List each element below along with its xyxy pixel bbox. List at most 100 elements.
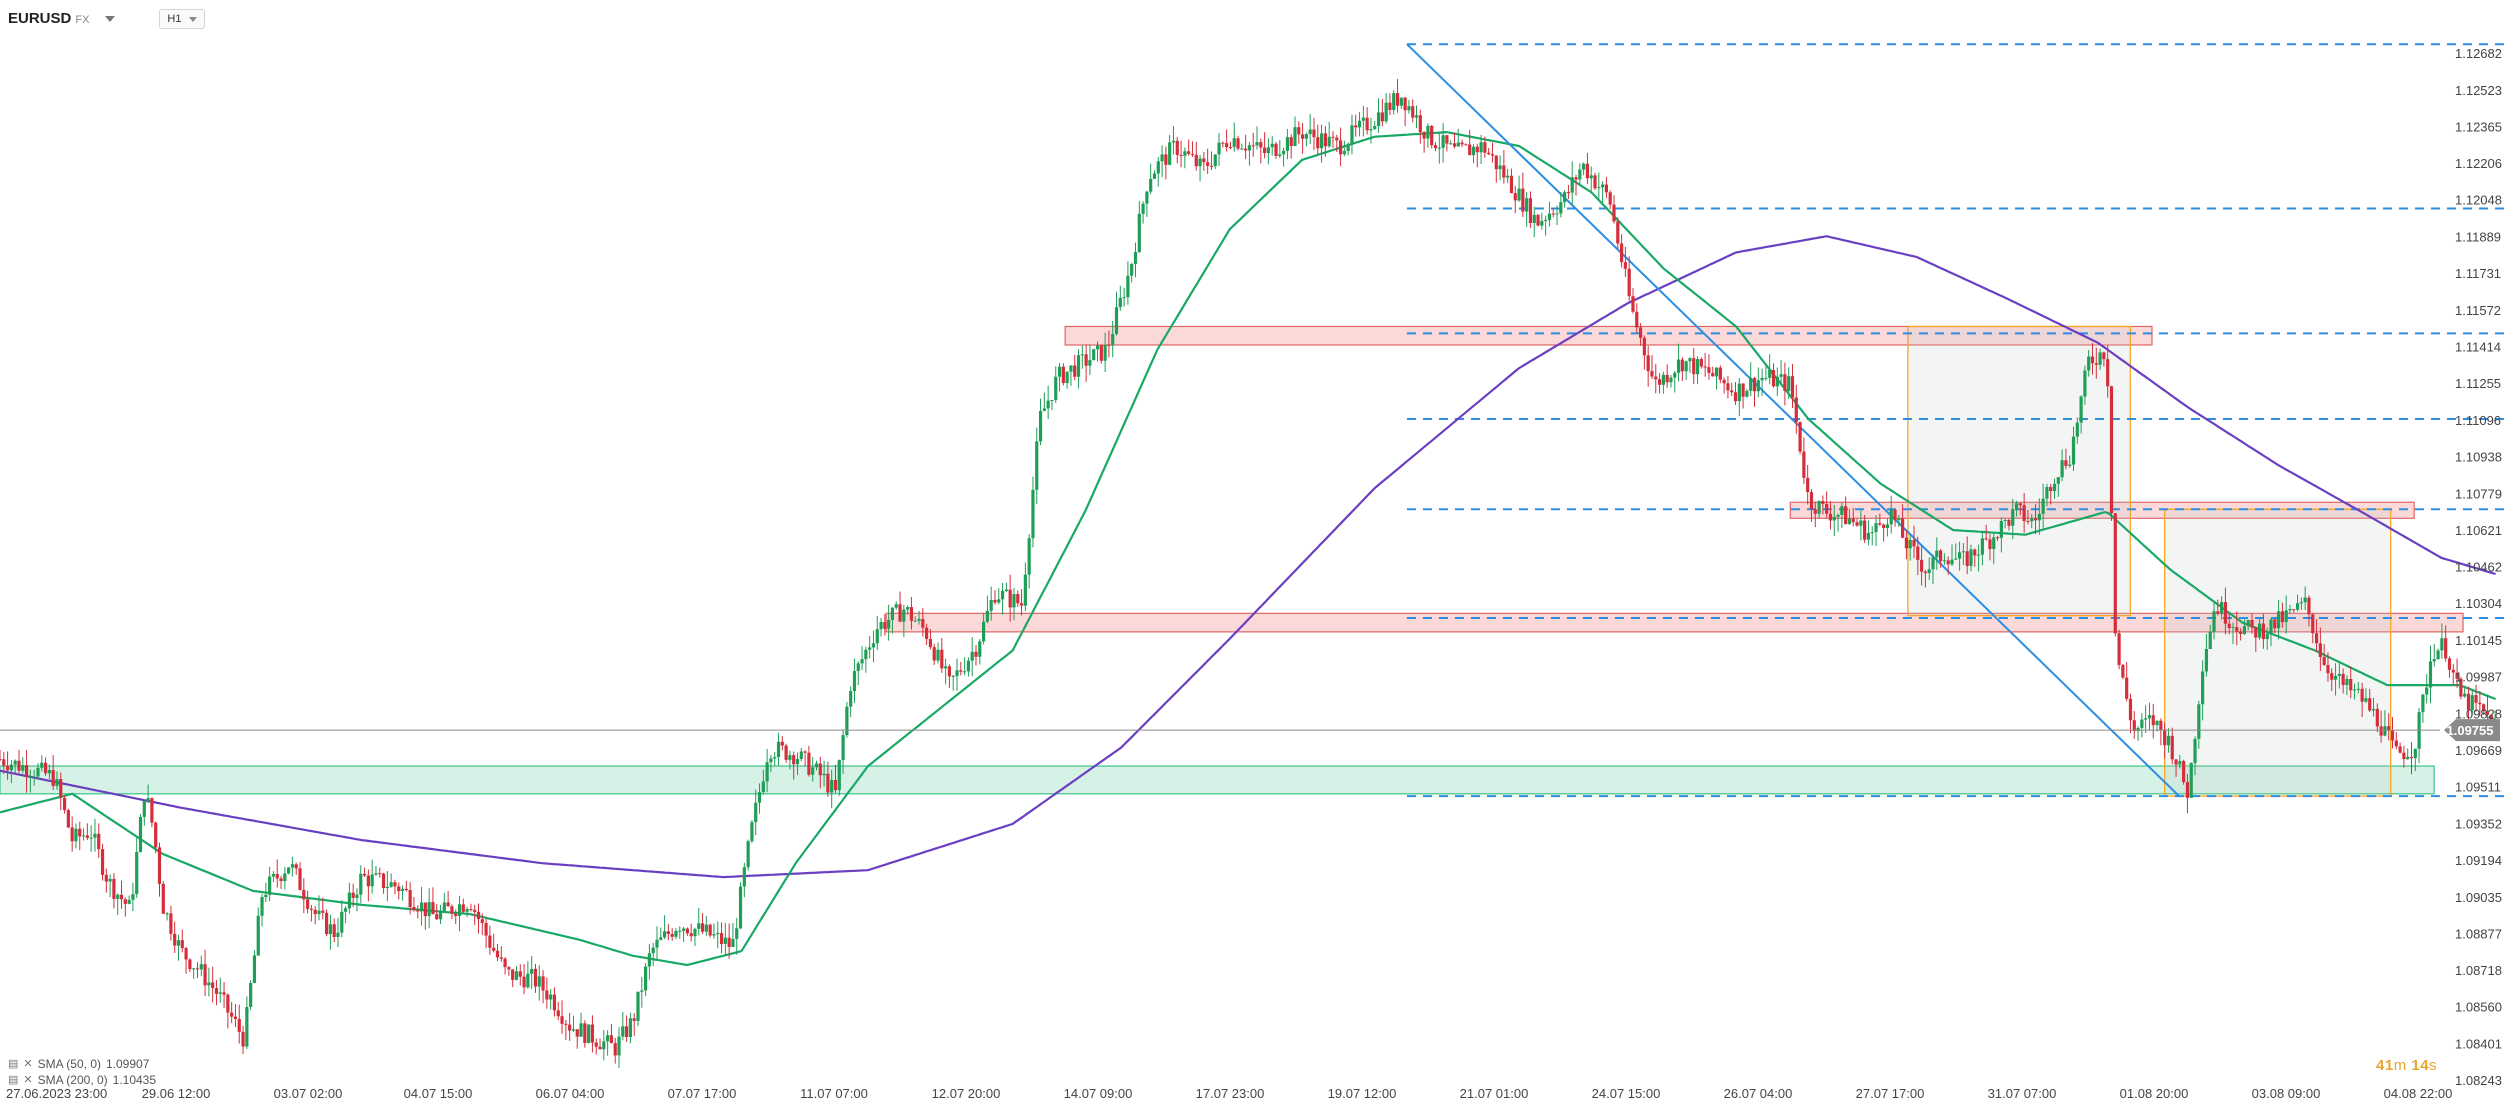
candle-body (1319, 133, 1324, 149)
candle-body (13, 760, 17, 765)
candle-body (24, 765, 29, 777)
candle (1642, 335, 1646, 370)
time-tick-label: 31.07 07:00 (1988, 1086, 2057, 1101)
candle (347, 882, 351, 914)
candle-body (530, 968, 534, 974)
candle-body (1088, 360, 1092, 366)
candle-body (146, 798, 150, 801)
candle (1790, 363, 1795, 409)
candle-body (1813, 509, 1817, 514)
candle (2185, 773, 2190, 814)
candle-body (2360, 688, 2364, 702)
symbol-label[interactable]: EURUSD FX (8, 10, 89, 28)
candle-body (1016, 594, 1020, 604)
range-box-1[interactable] (2164, 508, 2392, 797)
candle-body (393, 882, 397, 887)
candle (1095, 341, 1100, 362)
price-tick-label: 1.12365 (2455, 119, 2502, 134)
candle-body (442, 902, 446, 911)
resistance-zone-1[interactable] (1789, 501, 2415, 519)
candle-body (1426, 125, 1430, 139)
candle (2087, 349, 2091, 377)
candle (1973, 548, 1977, 567)
settings-icon[interactable]: ▤ (8, 1058, 19, 1070)
candle-body (1232, 138, 1236, 148)
candle (651, 942, 655, 967)
indicator-value: 1.09907 (105, 1057, 150, 1071)
range-box-0[interactable] (1907, 325, 2131, 617)
candle (640, 976, 644, 1008)
candle-body (963, 671, 967, 673)
candle (750, 820, 754, 844)
candle-body (655, 939, 659, 948)
candle (431, 887, 435, 915)
candle (1384, 93, 1388, 124)
settings-icon[interactable]: ▤ (8, 1074, 19, 1086)
candle (21, 757, 25, 774)
candle (306, 890, 310, 914)
candle (2394, 732, 2398, 750)
support-zone-3[interactable] (0, 765, 2435, 795)
candle (2022, 492, 2026, 533)
candle (1376, 98, 1381, 133)
candle (97, 823, 101, 859)
candle (989, 586, 993, 621)
candle (275, 859, 279, 888)
candle-body (1095, 345, 1100, 350)
candle-body (735, 928, 739, 939)
candle-body (1741, 383, 1745, 397)
sma50-line[interactable] (0, 130, 2496, 967)
candle-body (321, 910, 325, 913)
candle (1509, 168, 1514, 194)
candle-body (135, 852, 139, 895)
candle-body (2106, 359, 2110, 387)
candle (1506, 168, 1510, 184)
candle-body (275, 873, 279, 879)
close-icon[interactable]: ✕ (23, 1074, 33, 1086)
candle (161, 881, 165, 914)
sma200-line[interactable] (0, 235, 2496, 879)
candle-body (1494, 155, 1498, 170)
timeframe-select[interactable]: H1 (159, 9, 206, 29)
candle (606, 1030, 610, 1056)
candle-body (1019, 603, 1024, 606)
candle (2485, 695, 2490, 724)
candle-body (700, 923, 705, 932)
candle (1187, 139, 1191, 156)
candle-body (2451, 669, 2455, 673)
candle (397, 882, 401, 900)
candle-body (203, 964, 207, 986)
candle (222, 982, 226, 1009)
candle-body (568, 1024, 572, 1031)
candle (2254, 626, 2258, 652)
candle-body (169, 913, 173, 934)
candle-body (324, 912, 329, 935)
candle (549, 989, 553, 1010)
candle (2, 752, 6, 774)
symbol-dropdown-icon[interactable] (105, 16, 116, 22)
candle (1536, 213, 1540, 227)
candle (59, 772, 63, 811)
candle (1282, 147, 1286, 167)
price-tick-label: 1.10304 (2455, 596, 2502, 611)
candle-body (723, 937, 727, 944)
candle (1988, 534, 1992, 561)
current-price-layer: 1.09755 (0, 719, 2500, 742)
trendline[interactable] (1406, 43, 2180, 797)
candle-body (704, 924, 708, 932)
candle-body (1916, 546, 1920, 560)
candle-body (1555, 213, 1559, 215)
candle (173, 921, 177, 953)
candle (1771, 363, 1776, 388)
candle-body (1000, 590, 1005, 600)
candle-body (1616, 221, 1620, 244)
close-icon[interactable]: ✕ (23, 1058, 33, 1070)
candle (2276, 599, 2281, 640)
candle-body (1289, 137, 1293, 147)
resistance-zone-0[interactable] (1064, 325, 2153, 346)
candle (643, 963, 648, 996)
candle-body (2064, 460, 2068, 466)
candle-body (1388, 102, 1392, 110)
candle (1783, 362, 1787, 406)
